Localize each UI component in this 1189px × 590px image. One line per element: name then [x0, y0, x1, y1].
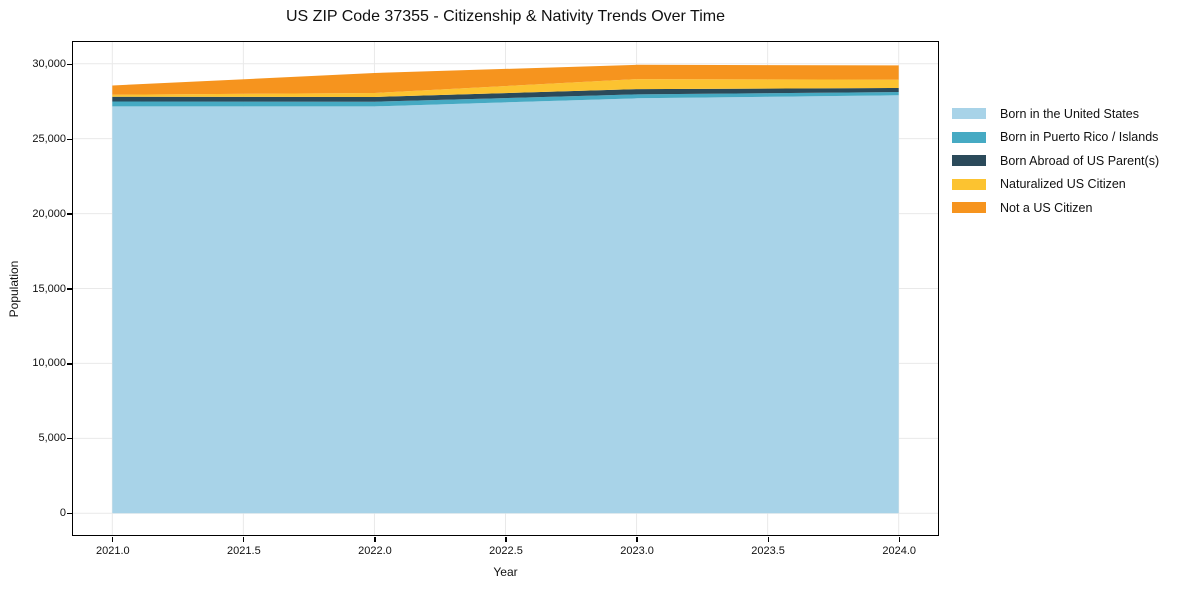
y-tick-label: 20,000 — [32, 207, 66, 220]
x-tick-mark — [243, 537, 245, 542]
x-tick-label: 2023.5 — [751, 545, 785, 557]
y-tick-label: 5,000 — [38, 432, 66, 445]
y-tick-label: 10,000 — [32, 357, 66, 370]
y-tick-label: 15,000 — [32, 282, 66, 295]
area-series-2 — [112, 92, 899, 107]
legend-item: Born Abroad of US Parent(s) — [952, 149, 1159, 173]
x-tick-label: 2023.0 — [620, 545, 654, 557]
legend-swatch — [952, 202, 986, 214]
y-tick-mark — [67, 513, 72, 515]
legend-item: Not a US Citizen — [952, 196, 1159, 220]
y-axis-label: Population — [7, 260, 21, 318]
legend-swatch — [952, 108, 986, 120]
chart-title: US ZIP Code 37355 - Citizenship & Nativi… — [286, 8, 725, 25]
y-tick-label: 25,000 — [32, 132, 66, 145]
x-tick-label: 2022.5 — [489, 545, 523, 557]
x-tick-mark — [112, 537, 114, 542]
area-series-3 — [112, 88, 899, 102]
legend-label: Born in the United States — [1000, 106, 1139, 121]
legend-item: Naturalized US Citizen — [952, 173, 1159, 197]
x-tick-mark — [898, 537, 900, 542]
x-axis-label: Year — [493, 565, 518, 579]
area-series-5 — [112, 64, 899, 95]
legend-label: Not a US Citizen — [1000, 200, 1093, 215]
legend-label: Naturalized US Citizen — [1000, 177, 1126, 192]
area-series-4 — [112, 79, 899, 97]
y-tick-mark — [67, 138, 72, 140]
area-series-1 — [112, 95, 899, 514]
x-tick-mark — [636, 537, 638, 542]
legend-item: Born in Puerto Rico / Islands — [952, 126, 1159, 150]
legend-label: Born in Puerto Rico / Islands — [1000, 130, 1159, 145]
x-tick-mark — [505, 537, 507, 542]
y-tick-label: 0 — [59, 507, 66, 520]
stacked-area-chart — [73, 42, 938, 535]
x-tick-label: 2021.5 — [227, 545, 261, 557]
y-tick-mark — [67, 63, 72, 65]
legend: Born in the United States Born in Puerto … — [952, 102, 1159, 220]
legend-label: Born Abroad of US Parent(s) — [1000, 153, 1160, 168]
y-tick-mark — [67, 363, 72, 365]
x-tick-label: 2021.0 — [95, 545, 130, 557]
x-tick-label: 2024.0 — [882, 545, 916, 557]
plot-area — [72, 41, 939, 536]
legend-swatch — [952, 131, 986, 143]
legend-swatch — [952, 178, 986, 190]
legend-swatch — [952, 155, 986, 167]
x-tick-label: 2022.0 — [358, 545, 392, 557]
y-tick-label: 30,000 — [32, 57, 66, 70]
x-tick-mark — [767, 537, 769, 542]
x-tick-mark — [374, 537, 376, 542]
legend-item: Born in the United States — [952, 102, 1159, 126]
y-tick-mark — [67, 438, 72, 440]
y-tick-mark — [67, 288, 72, 290]
y-tick-mark — [67, 213, 72, 215]
